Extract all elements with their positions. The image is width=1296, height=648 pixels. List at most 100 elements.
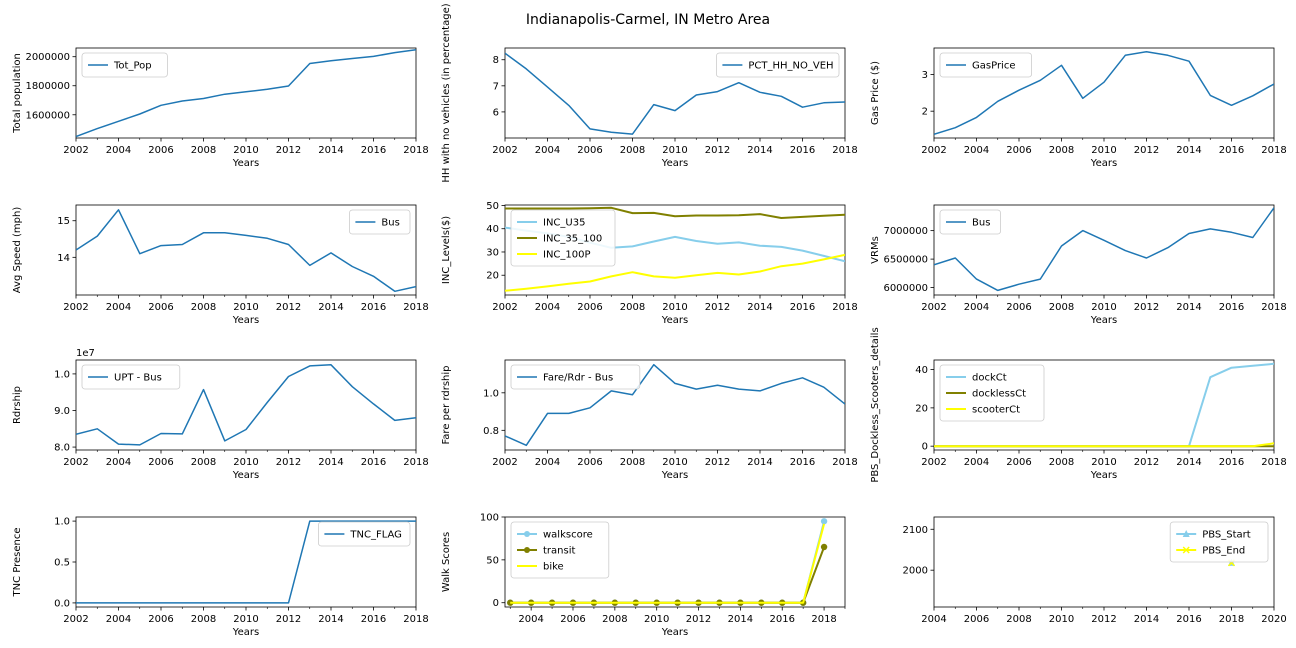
x-tick-label: 2018 — [1261, 145, 1286, 156]
x-tick-label: 2014 — [728, 614, 753, 625]
x-tick-label: 2002 — [63, 145, 88, 156]
series-line-1 — [76, 364, 416, 446]
x-tick-label: 2008 — [191, 302, 216, 313]
x-tick-label: 2012 — [1134, 457, 1159, 468]
x-axis: 2002 2004 2006 2008 2010 2012 2014 2016 2018 — [921, 450, 1287, 468]
x-tick-label: 2008 — [1049, 145, 1074, 156]
x-tick-label: 2016 — [790, 145, 815, 156]
x-tick-label: 2014 — [1176, 145, 1201, 156]
x-tick-label: 2016 — [1219, 145, 1244, 156]
x-tick-label: 2016 — [361, 145, 386, 156]
series-line-1 — [934, 207, 1274, 292]
x-tick-label: 2010 — [644, 614, 669, 625]
legend-label: TNC_FLAG — [349, 530, 402, 541]
legend-box — [81, 364, 181, 390]
series-layer — [505, 363, 845, 447]
x-tick-label: 2008 — [1049, 302, 1074, 313]
legend-label: Fare/Rdr - Bus — [543, 373, 613, 384]
series-line-1 — [934, 50, 1274, 136]
series-line-1 — [76, 520, 416, 604]
legend-box — [1169, 521, 1269, 563]
x-tick-label: 2012 — [705, 457, 730, 468]
legend-label: PBS_Start — [1202, 530, 1251, 541]
x-tick-label: 2004 — [518, 614, 543, 625]
y-tick-label: 0.8 — [483, 426, 499, 437]
legend-marker — [1182, 530, 1190, 537]
x-tick-label: 2004 — [106, 614, 131, 625]
legend-box — [716, 52, 840, 78]
legend-box — [510, 521, 610, 579]
chart-panel-9: 2002 2004 2006 2008 2010 2012 2014 2016 2018 0 20 4… — [870, 327, 1287, 482]
x-tick-label: 2020 — [1261, 614, 1286, 625]
series-line-3 — [510, 523, 826, 604]
x-tick-label: 2004 — [964, 145, 989, 156]
legend: PBS_Start PBS_End — [1169, 521, 1269, 563]
x-tick-label: 2002 — [63, 614, 88, 625]
legend-box — [939, 364, 1045, 422]
x-tick-label: 2014 — [747, 302, 772, 313]
legend: INC_U35 INC_35_100 INC_100P — [510, 209, 616, 267]
legend-box — [317, 521, 411, 547]
chart-panel-1: 2002 2004 2006 2008 2010 2012 2014 2016 2018 1600… — [12, 47, 429, 169]
y-tick-label: 0.5 — [54, 558, 70, 569]
x-tick-label: 2010 — [233, 457, 258, 468]
legend-label: PCT_HH_NO_VEH — [748, 61, 833, 72]
y-tick-label: 8.0 — [54, 443, 70, 454]
y-axis: 2000 2100 — [903, 525, 934, 577]
x-axis: 2002 2004 2006 2008 2010 2012 2014 2016 2018 — [492, 138, 858, 156]
y-axis: 8.0 9.0 1.0 — [54, 369, 76, 454]
legend-label: walkscore — [543, 530, 593, 541]
chart-panel-8: 2002 2004 2006 2008 2010 2012 2014 2016 2018 0.8 1… — [441, 359, 858, 481]
x-axis: 2002 2004 2006 2008 2010 2012 2014 2016 2018 — [492, 450, 858, 468]
x-tick-label: 2018 — [811, 614, 836, 625]
y-axis-label: PBS_Dockless_Scooters_details — [870, 327, 881, 482]
y-axis-label: Rdrship — [12, 386, 23, 424]
x-tick-label: 2008 — [620, 145, 645, 156]
x-tick-label: 2010 — [233, 614, 258, 625]
legend-label: scooterCt — [972, 405, 1020, 416]
x-tick-label: 2012 — [1134, 302, 1159, 313]
x-tick-label: 2002 — [492, 457, 517, 468]
x-tick-label: 2014 — [318, 614, 343, 625]
legend: walkscore transit bike — [510, 521, 610, 579]
x-tick-label: 2004 — [964, 457, 989, 468]
y-tick-label: 2000000 — [25, 52, 70, 63]
x-tick-label: 2006 — [148, 302, 173, 313]
x-axis-label: Years — [661, 315, 688, 326]
x-tick-label: 2012 — [276, 145, 301, 156]
x-axis: 2002 2004 2006 2008 2010 2012 2014 2016 2018 — [492, 295, 858, 313]
x-tick-label: 2004 — [106, 457, 131, 468]
x-tick-label: 2016 — [361, 614, 386, 625]
x-tick-label: 2018 — [832, 457, 857, 468]
y-tick-label: 1.0 — [483, 388, 499, 399]
x-tick-label: 2002 — [63, 457, 88, 468]
legend-label: INC_U35 — [543, 218, 585, 229]
legend-label: PBS_End — [1202, 546, 1245, 557]
x-axis-label: Years — [232, 627, 259, 638]
legend: dockCt docklessCt scooterCt — [939, 364, 1045, 422]
x-tick-label: 2016 — [1219, 457, 1244, 468]
x-tick-label: 2010 — [1049, 614, 1074, 625]
y-tick-label: 6000000 — [883, 283, 928, 294]
series-marker-2 — [820, 543, 828, 551]
x-tick-label: 2008 — [191, 457, 216, 468]
series-layer — [76, 520, 416, 604]
x-tick-label: 2018 — [403, 145, 428, 156]
legend-label: UPT - Bus — [114, 373, 162, 384]
y-axis: 20 30 40 50 — [486, 201, 505, 282]
series-layer — [76, 48, 416, 138]
x-tick-label: 2002 — [492, 302, 517, 313]
axes-grid: 2002 2004 2006 2008 2010 2012 2014 2016 20181600… — [12, 3, 1287, 638]
legend-label: INC_35_100 — [543, 234, 602, 245]
chart-panel-6: 2002 2004 2006 2008 2010 2012 2014 2016 2018 6000… — [870, 204, 1287, 326]
x-tick-label: 2014 — [747, 457, 772, 468]
y-axis: 23 — [922, 70, 934, 118]
y-axis: 14 15 — [57, 216, 76, 264]
x-axis-label: Years — [1090, 158, 1117, 169]
y-tick-label: 7 — [493, 81, 499, 92]
legend: Bus — [939, 209, 1001, 235]
x-axis-label: Years — [232, 470, 259, 481]
x-axis-label: Years — [1090, 315, 1117, 326]
y-tick-label: 50 — [486, 555, 499, 566]
